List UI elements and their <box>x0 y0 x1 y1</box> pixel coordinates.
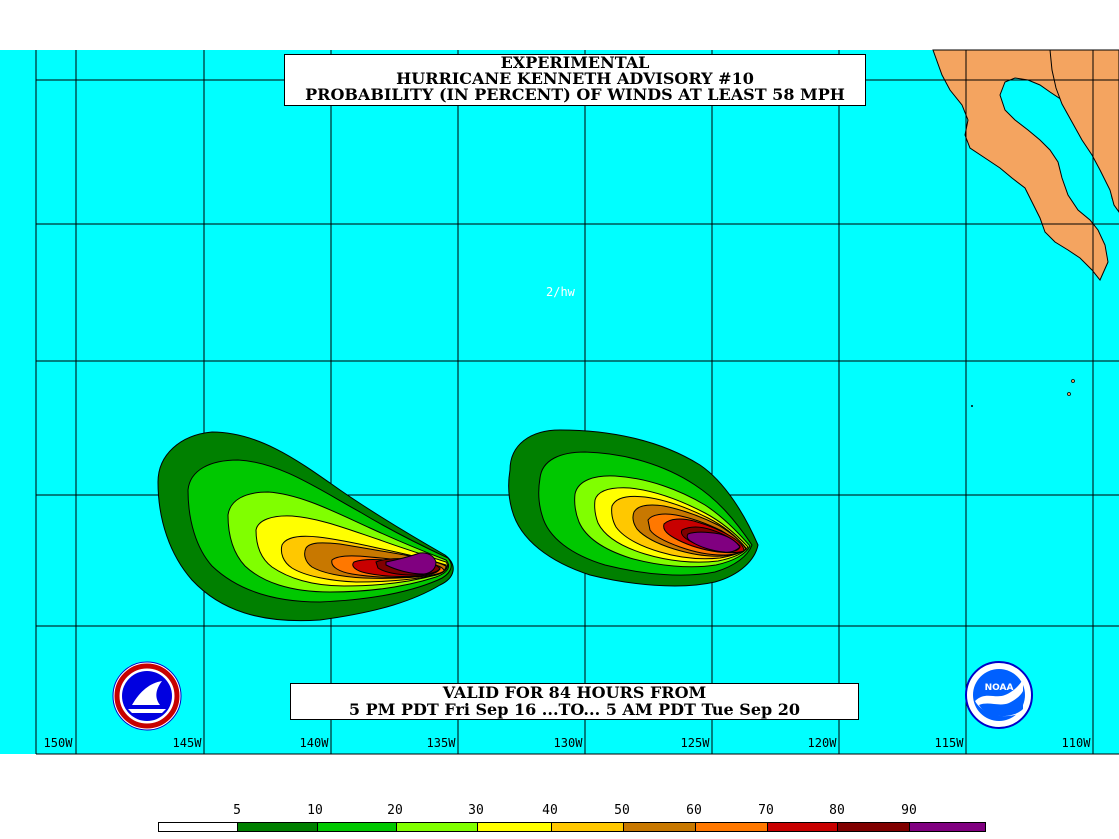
land-mainland <box>1049 49 1119 213</box>
noaa-logo: NOAA <box>965 661 1033 729</box>
title-box: EXPERIMENTAL HURRICANE KENNETH ADVISORY … <box>284 54 866 106</box>
valid-period-box: VALID FOR 84 HOURS FROM 5 PM PDT Fri Sep… <box>290 683 859 720</box>
noaa-logo-text: NOAA <box>985 683 1014 693</box>
legend-value-5: 5 <box>233 803 241 818</box>
legend-swatch-5-10 <box>237 823 318 831</box>
legend-value-20: 20 <box>387 803 403 818</box>
legend-swatch-50-60 <box>623 823 696 831</box>
legend-swatch-60-70 <box>695 823 768 831</box>
island <box>1071 379 1075 383</box>
legend-value-10: 10 <box>307 803 323 818</box>
forecaster-initials: 2/hw <box>546 285 575 299</box>
lon-label-125w: 125W <box>680 736 710 750</box>
legend-value-90: 90 <box>901 803 917 818</box>
legend-swatch-10-20 <box>317 823 398 831</box>
legend-swatch-20-30 <box>397 823 479 831</box>
legend-swatch-30-40 <box>478 823 553 831</box>
probability-swath-right <box>508 429 759 587</box>
valid-period-heading: VALID FOR 84 HOURS FROM <box>442 683 707 702</box>
valid-period-range: 5 PM PDT Fri Sep 16 ...TO... 5 AM PDT Tu… <box>348 700 801 719</box>
legend-swatch-40-50 <box>552 823 624 831</box>
lon-label-140w: 140W <box>299 736 329 750</box>
lon-label-115w: 115W <box>934 736 964 750</box>
title-experimental: EXPERIMENTAL <box>500 53 650 72</box>
title-probability: PROBABILITY (IN PERCENT) OF WINDS AT LEA… <box>305 85 845 104</box>
legend-swatch-70-80 <box>767 823 839 831</box>
lon-label-120w: 120W <box>807 736 837 750</box>
lon-label-130w: 130W <box>553 736 583 750</box>
ocean-area <box>0 50 1119 754</box>
probability-swath-left <box>157 431 454 622</box>
legend-value-60: 60 <box>686 803 702 818</box>
legend-value-30: 30 <box>468 803 484 818</box>
lon-label-145w: 145W <box>172 736 202 750</box>
legend-value-80: 80 <box>829 803 845 818</box>
legend-swatch-90-100 <box>910 823 986 831</box>
title-advisory: HURRICANE KENNETH ADVISORY #10 <box>396 69 754 88</box>
legend-value-40: 40 <box>542 803 558 818</box>
legend-swatch-0-5 <box>159 823 238 831</box>
legend-value-50: 50 <box>614 803 630 818</box>
lon-label-150w: 150W <box>43 736 73 750</box>
contour-90-plus <box>686 531 741 553</box>
legend-color-bar <box>158 822 986 832</box>
nws-logo <box>112 661 182 731</box>
contour-90-plus <box>385 552 437 575</box>
lon-label-135w: 135W <box>426 736 456 750</box>
island <box>1067 392 1071 396</box>
legend-value-70: 70 <box>758 803 774 818</box>
island <box>971 405 973 407</box>
legend-swatch-80-90 <box>838 823 911 831</box>
lon-label-110w: 110W <box>1061 736 1091 750</box>
